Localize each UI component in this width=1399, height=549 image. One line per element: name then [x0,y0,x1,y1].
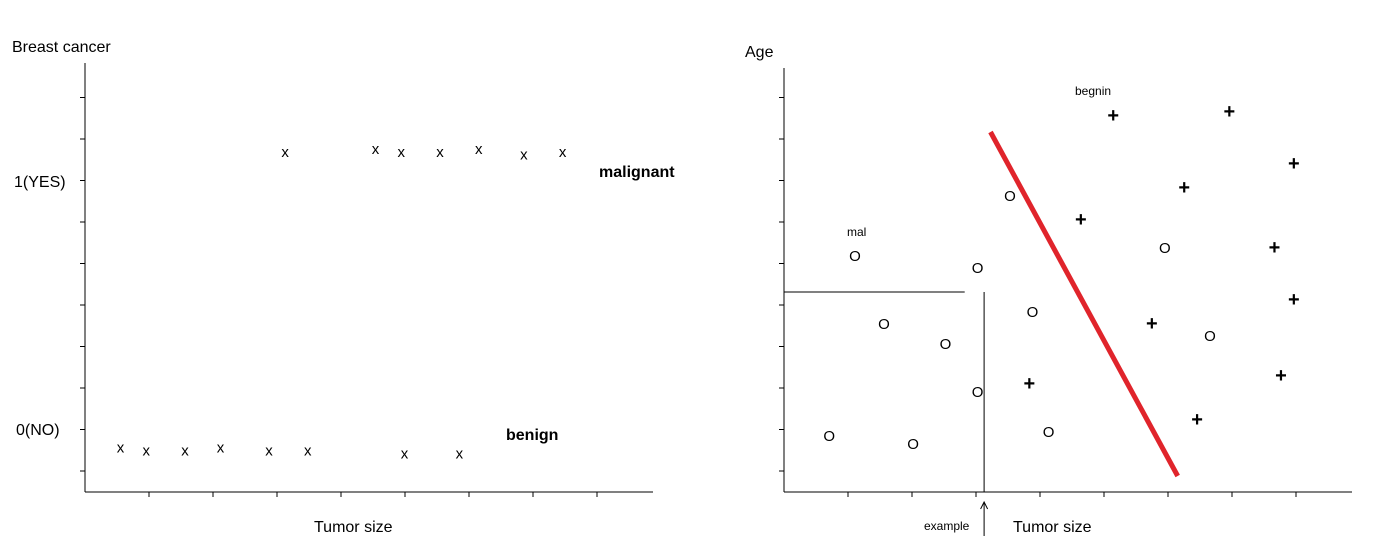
right-guide-lines [784,130,1180,536]
point-marker-mal: O [1159,240,1171,257]
point-marker-malignant: x [436,144,444,161]
point-marker-begnin: + [1107,105,1119,127]
point-marker-benign: x [401,446,409,463]
malignant-label: malignant [599,164,675,181]
point-marker-mal: O [1004,188,1016,205]
left-data-points: x x x x x x x x x x x x x x x [117,141,567,463]
left-x-axis-title: Tumor size [314,519,393,536]
point-marker-begnin: + [1075,209,1087,231]
point-marker-begnin: + [1023,373,1035,395]
point-marker-benign: x [217,440,225,457]
age-tumor-chart: Age Tumor size begnin mal example OOOOOO… [745,44,1352,536]
point-marker-mal: O [907,436,919,453]
point-marker-begnin: + [1146,313,1158,335]
point-marker-malignant: x [520,147,528,164]
point-marker-mal: O [940,336,952,353]
decision-boundary-line [988,130,1180,478]
right-y-axis-title: Age [745,44,774,61]
benign-label: benign [506,427,558,444]
point-marker-begnin: + [1288,153,1300,175]
left-y-ticks [80,97,85,472]
point-marker-begnin: + [1269,237,1281,259]
mal-annotation: mal [847,225,866,239]
begnin-annotation: begnin [1075,84,1111,98]
point-marker-mal: O [972,260,984,277]
point-marker-benign: x [265,443,273,460]
point-marker-begnin: + [1224,101,1236,123]
breast-cancer-chart: Breast cancer 1(YES) 0(NO) Tumor size ma… [12,39,675,536]
point-marker-begnin: + [1178,177,1190,199]
point-marker-malignant: x [475,141,483,158]
example-arrow-head [980,500,989,510]
point-marker-mal: O [1043,424,1055,441]
left-y-axis-title: Breast cancer [12,39,111,56]
point-marker-mal: O [878,316,890,333]
right-x-ticks [847,492,1297,497]
left-ytick-label-yes: 1(YES) [14,174,66,191]
point-marker-mal: O [1204,328,1216,345]
point-marker-benign: x [181,443,189,460]
point-marker-mal: O [849,248,861,265]
point-marker-malignant: x [398,144,406,161]
point-marker-malignant: x [559,144,567,161]
point-marker-benign: x [456,446,464,463]
example-annotation: example [924,519,970,533]
left-ytick-label-no: 0(NO) [16,422,60,439]
point-marker-begnin: + [1275,365,1287,387]
point-marker-benign: x [117,440,125,457]
point-marker-begnin: + [1191,409,1203,431]
right-x-axis-title: Tumor size [1013,519,1092,536]
point-marker-benign: x [304,443,312,460]
point-marker-begnin: + [1288,289,1300,311]
point-marker-benign: x [143,443,151,460]
point-marker-malignant: x [372,141,380,158]
point-marker-mal: O [972,384,984,401]
point-marker-malignant: x [281,144,289,161]
point-marker-mal: O [1027,304,1039,321]
left-x-ticks [148,492,598,497]
point-marker-mal: O [823,428,835,445]
right-data-points: O O O O O O O O O O O O + + + + + + + + + + + [823,101,1299,453]
right-y-ticks [779,97,784,472]
